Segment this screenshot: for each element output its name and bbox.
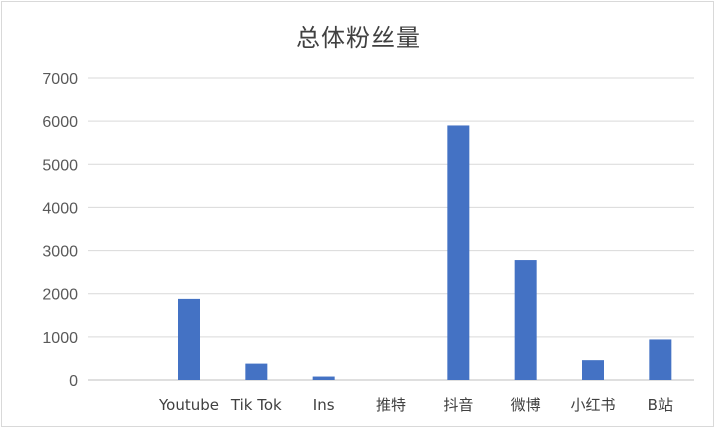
- x-tick-label: Tik Tok: [230, 396, 282, 414]
- x-tick-label: 小红书: [570, 396, 615, 414]
- y-tick-label: 7000: [42, 71, 78, 88]
- bars: [178, 125, 672, 380]
- y-tick-label: 6000: [42, 114, 78, 131]
- y-axis-ticks: 0 1000 2000 3000 4000 5000 6000 7000: [42, 71, 78, 390]
- y-tick-label: 3000: [42, 244, 78, 261]
- x-tick-label: Youtube: [158, 396, 219, 414]
- x-axis-labels: Youtube Tik Tok Ins 推特 抖音 微博 小红书 B站: [158, 396, 673, 414]
- y-tick-label: 2000: [42, 287, 78, 304]
- x-tick-label: B站: [648, 396, 673, 414]
- y-tick-label: 5000: [42, 157, 78, 174]
- bar: [514, 260, 537, 380]
- bar: [447, 125, 470, 380]
- x-tick-label: Ins: [313, 396, 335, 414]
- bar: [649, 339, 672, 380]
- bar: [582, 360, 604, 380]
- bar: [178, 298, 200, 380]
- x-tick-label: 推特: [376, 396, 406, 414]
- bar: [312, 376, 335, 380]
- chart-title: 总体粉丝量: [296, 24, 421, 52]
- y-tick-label: 0: [69, 373, 78, 390]
- x-tick-label: 抖音: [443, 396, 473, 414]
- x-tick-label: 微博: [511, 396, 541, 414]
- y-tick-label: 4000: [42, 200, 78, 217]
- y-tick-label: 1000: [42, 330, 78, 347]
- bar: [245, 363, 268, 380]
